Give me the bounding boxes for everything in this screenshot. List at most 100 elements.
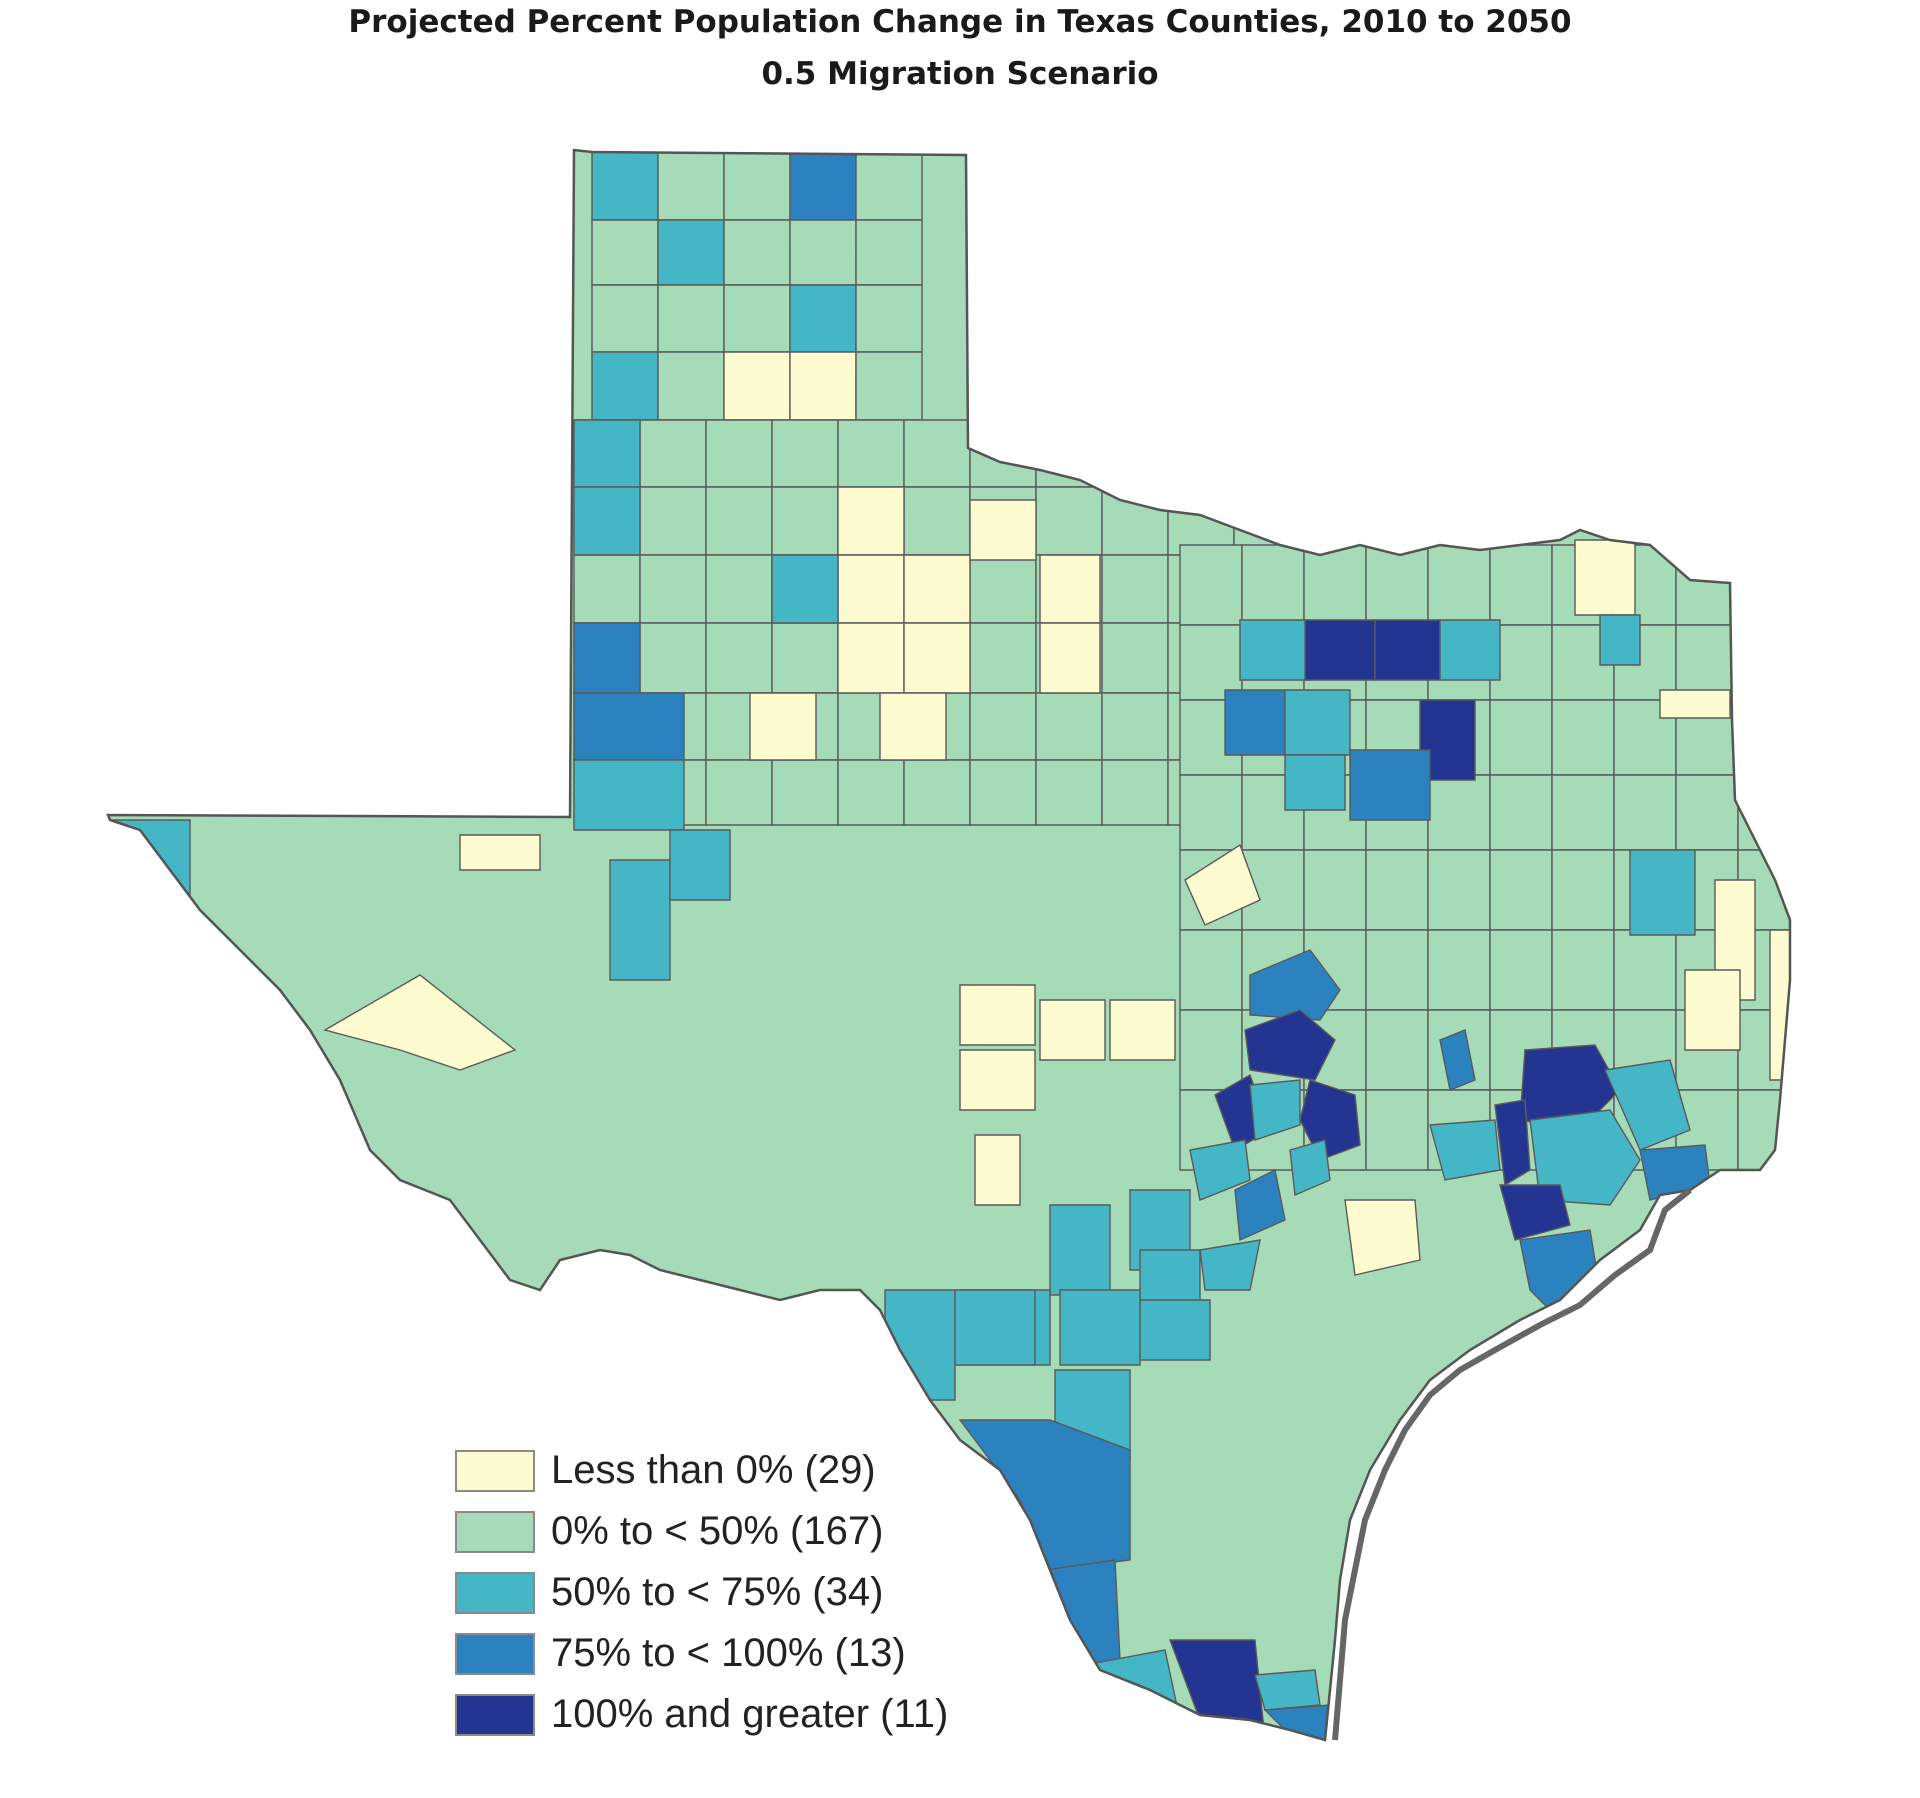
- county: [855, 351, 923, 421]
- county: [1249, 1079, 1301, 1141]
- legend-label: 75% to < 100% (13): [551, 1631, 906, 1675]
- county: [1489, 849, 1553, 931]
- county: [837, 759, 905, 826]
- county: [1101, 692, 1169, 761]
- county: [1427, 774, 1491, 851]
- county: [1551, 699, 1615, 776]
- county: [1675, 624, 1739, 701]
- county: [1499, 1184, 1571, 1241]
- county: [723, 219, 791, 286]
- county: [855, 219, 923, 286]
- legend-label: 0% to < 50% (167): [551, 1509, 884, 1553]
- county: [959, 984, 1036, 1046]
- county: [1489, 774, 1553, 851]
- county: [705, 622, 773, 694]
- county: [1737, 1009, 1790, 1091]
- county: [573, 692, 685, 761]
- county: [1049, 1204, 1111, 1296]
- county: [1439, 1029, 1476, 1091]
- county: [723, 351, 791, 421]
- county: [789, 219, 857, 286]
- county: [1429, 1119, 1501, 1181]
- county: [1168, 1639, 1266, 1740]
- county: [1233, 419, 1301, 488]
- county: [639, 622, 707, 694]
- county: [1184, 843, 1261, 926]
- county: [771, 486, 839, 556]
- county: [1551, 774, 1615, 851]
- legend-swatch: [455, 1571, 535, 1614]
- county: [639, 554, 707, 624]
- legend-swatch: [455, 1632, 535, 1675]
- legend-label: Less than 0% (29): [551, 1448, 876, 1492]
- county: [837, 486, 905, 556]
- county: [771, 759, 839, 826]
- county: [1179, 544, 1243, 626]
- county: [1489, 929, 1553, 1011]
- county: [1249, 949, 1341, 1021]
- county: [591, 351, 659, 421]
- county: [1239, 619, 1311, 681]
- county: [705, 486, 773, 556]
- county: [789, 151, 857, 221]
- county: [573, 759, 685, 831]
- county: [573, 486, 641, 556]
- county: [1059, 1289, 1141, 1366]
- county: [1684, 969, 1741, 1051]
- county: [1304, 619, 1376, 681]
- legend-label: 50% to < 75% (34): [551, 1570, 884, 1614]
- county: [1254, 1669, 1321, 1711]
- county: [591, 219, 659, 286]
- county: [837, 554, 905, 624]
- legend-swatch: [455, 1693, 535, 1736]
- county: [1109, 999, 1176, 1061]
- county: [837, 419, 905, 488]
- legend-item: Less than 0% (29): [455, 1440, 948, 1501]
- county: [1551, 849, 1615, 931]
- county: [705, 419, 773, 488]
- county: [657, 351, 725, 421]
- county: [1299, 1079, 1361, 1161]
- county: [657, 284, 725, 353]
- legend-item: 75% to < 100% (13): [455, 1623, 948, 1684]
- county: [1613, 774, 1677, 851]
- county: [1349, 749, 1431, 821]
- county: [1365, 1089, 1429, 1171]
- county: [969, 759, 1037, 826]
- county: [749, 692, 817, 761]
- county: [789, 351, 857, 421]
- county: [1365, 1009, 1429, 1091]
- county: [1365, 929, 1429, 1011]
- county: [1241, 544, 1305, 626]
- coastline: [1332, 1187, 1692, 1741]
- county: [771, 554, 839, 624]
- county: [1489, 699, 1553, 776]
- county: [1574, 539, 1636, 616]
- county: [1365, 544, 1429, 626]
- county: [879, 692, 947, 761]
- county: [959, 1049, 1036, 1111]
- county: [639, 486, 707, 556]
- county: [969, 622, 1037, 694]
- county: [1284, 689, 1351, 756]
- county: [723, 284, 791, 353]
- county: [1737, 544, 1790, 626]
- county: [969, 499, 1037, 561]
- county: [1737, 699, 1790, 776]
- county: [1494, 1099, 1531, 1187]
- legend: Less than 0% (29) 0% to < 50% (167) 50% …: [455, 1440, 948, 1745]
- county: [1101, 419, 1169, 488]
- county: [903, 486, 971, 556]
- county: [1613, 929, 1677, 1011]
- legend-swatch: [455, 1449, 535, 1492]
- county: [1599, 614, 1641, 666]
- county: [705, 759, 773, 826]
- county: [1303, 544, 1367, 626]
- county: [573, 554, 641, 624]
- county: [1139, 1299, 1211, 1361]
- county: [657, 151, 725, 221]
- county: [573, 622, 641, 694]
- county: [1189, 1139, 1251, 1201]
- county: [591, 151, 659, 221]
